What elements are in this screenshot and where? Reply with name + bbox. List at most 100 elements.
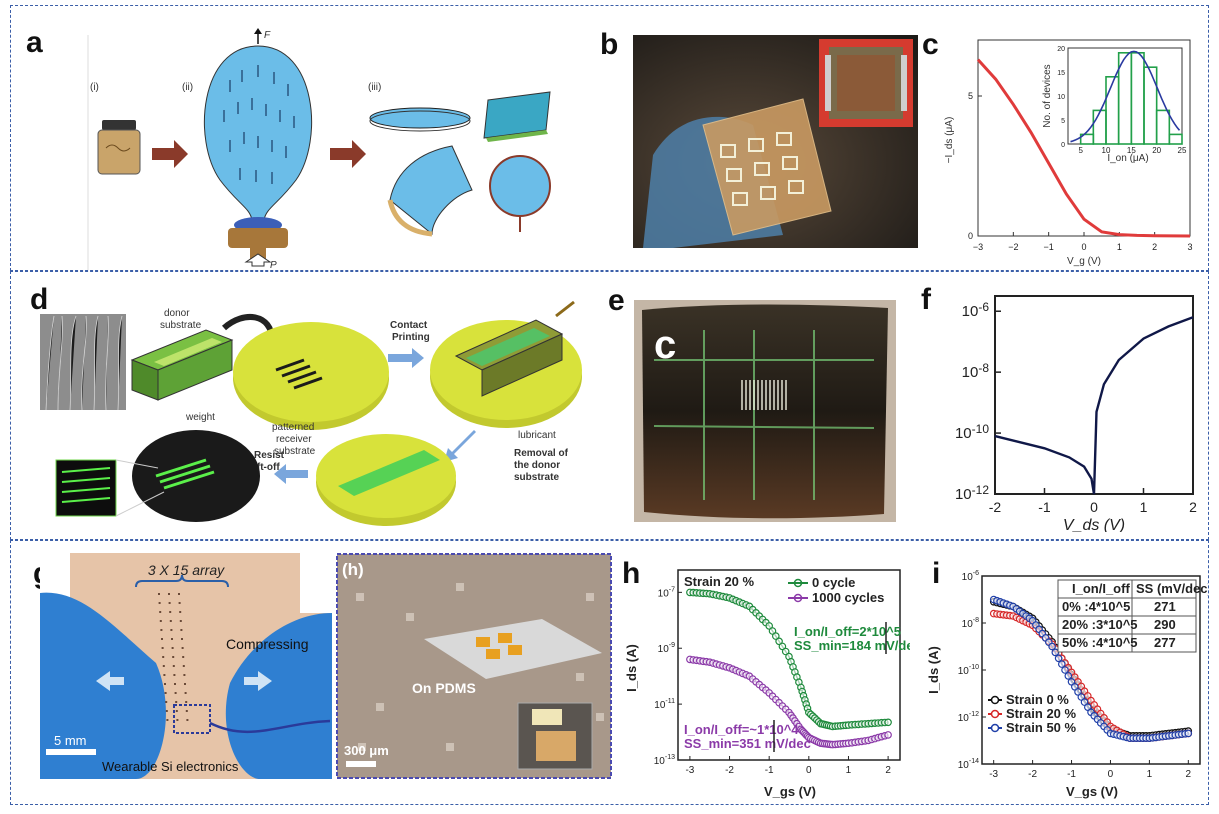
- electrode-dot: [186, 719, 189, 721]
- electrode-dot: [161, 647, 164, 649]
- panel-i-xtick: 1: [1147, 769, 1153, 780]
- caption-g: Wearable Si electronics: [102, 759, 239, 774]
- panel-i-xtick: -1: [1067, 769, 1076, 780]
- panel-h-point: [781, 647, 790, 656]
- panel-i-xtick: 0: [1108, 769, 1114, 780]
- film-disc-icon: [369, 107, 471, 132]
- electrode-dot: [175, 710, 178, 712]
- panel-f-xtick: 2: [1189, 499, 1197, 515]
- inset-ytick: 0: [1061, 142, 1065, 149]
- electrode-dot: [170, 629, 173, 631]
- electrode-dot: [166, 719, 169, 721]
- electrode-dot: [178, 593, 180, 595]
- electrode-dot: [162, 665, 165, 667]
- label-removal: Removal of: [514, 448, 569, 459]
- table-row-0-ss: 271: [1154, 599, 1176, 614]
- panel-f-xtick: -1: [1038, 499, 1051, 515]
- arrow-icon-1: [152, 140, 188, 168]
- panel-i-ylabel: I_ds (A): [926, 646, 941, 694]
- panel-c-inset-xlabel: I_on (μA): [1107, 153, 1148, 164]
- electrode-dot: [179, 620, 182, 622]
- panel-c-xtick: 2: [1152, 242, 1157, 252]
- panel-a-schematic: (i) (ii) (iii) F P: [87, 28, 551, 270]
- inset-xtick: 25: [1178, 146, 1187, 155]
- arrow-icon-resist: [274, 464, 308, 484]
- zoom-box: [173, 704, 211, 734]
- table-row-2-ratio: 50% :4*10^5: [1062, 635, 1138, 650]
- electrode-dot: [172, 665, 175, 667]
- panel-i-point: [1048, 642, 1056, 651]
- zoom-arrow-icon: [209, 719, 331, 734]
- panel-e-photo: c: [634, 300, 896, 522]
- panel-h-ytick: 10-7: [658, 586, 675, 599]
- panel-h-letter: h: [622, 557, 641, 590]
- panel-i-ytick: 10-8: [962, 617, 979, 630]
- electrode-dot: [161, 638, 163, 640]
- panel-h-ytick: 10-11: [654, 698, 675, 711]
- photo-h-text: On PDMS: [412, 680, 476, 696]
- step-label-i: (i): [90, 82, 99, 93]
- inset-gaussian-fit: [1070, 50, 1181, 143]
- panel-i-point: [1074, 688, 1082, 696]
- inset-histogram-bar: [1155, 109, 1171, 145]
- panel-c-xtick: −2: [1008, 242, 1018, 252]
- panel-c-xtick: 0: [1081, 242, 1086, 252]
- panel-b-photo: [633, 35, 918, 248]
- electrode-dot: [185, 710, 188, 712]
- electrode-dot: [174, 683, 176, 685]
- electrode-dot: [171, 647, 174, 649]
- electrode-dot: [174, 692, 177, 694]
- panel-h-xtick: 1: [846, 765, 852, 776]
- panel-i-ytick: 10-12: [958, 711, 979, 724]
- electrode-dot: [159, 611, 162, 613]
- label-patterned: patterned: [272, 422, 314, 433]
- panel-f-xtick: 0: [1090, 499, 1098, 515]
- label-the-donor: the donor: [514, 460, 560, 471]
- electrode-dot: [184, 692, 187, 694]
- final-pattern-icon: [55, 430, 260, 522]
- panel-h-point: [778, 642, 787, 651]
- legend-1000-cycles: 1000 cycles: [812, 590, 884, 605]
- donor-substrate-icon: [130, 329, 234, 401]
- panel-c-xtick: 1: [1117, 242, 1122, 252]
- electrode-dot: [168, 593, 170, 595]
- annotation-1000-ratio: I_on/I_off=~1*10^4: [684, 722, 799, 737]
- panel-i-xtick: 2: [1186, 769, 1192, 780]
- panel-h-point: [884, 718, 892, 727]
- panel-f-xtick: -2: [989, 499, 1002, 515]
- label-receiver: receiver: [276, 434, 312, 445]
- panel-i-ytick: 10-6: [962, 570, 979, 583]
- electrode-dot: [173, 674, 176, 676]
- annotation-0-cycle-ratio: I_on/I_off=2*10^5: [794, 624, 901, 639]
- jar-icon: [97, 120, 141, 175]
- arrow-icon-contact: [388, 348, 424, 368]
- inset-xtick: 5: [1078, 146, 1083, 155]
- panel-h-point: [772, 632, 780, 640]
- panel-h-ytick: 10-9: [658, 642, 675, 655]
- electrode-dot: [182, 656, 185, 658]
- panel-f-iv-curve: [994, 316, 1194, 495]
- arrow-icon-2: [330, 140, 366, 168]
- electrode-dot: [181, 647, 184, 649]
- electrode-dot: [158, 602, 161, 604]
- panel-i-point: [1184, 729, 1193, 738]
- flexible-substrate-icon: [642, 304, 888, 519]
- label-liftoff: Lift-off: [248, 462, 280, 473]
- panel-i-point: [1080, 698, 1089, 706]
- electrode-dot: [179, 611, 182, 613]
- step-label-ii: (ii): [182, 82, 193, 93]
- film-sheet-icon: [483, 91, 551, 142]
- table-row-1-ss: 290: [1154, 617, 1176, 632]
- panel-h-photo: (h) On PDMS 300 μm: [336, 553, 612, 779]
- device-square: [358, 743, 366, 751]
- device-square: [356, 593, 364, 601]
- device-array-icon: [720, 132, 804, 206]
- panel-c-letter: c: [922, 28, 939, 61]
- scale-bar-h: [346, 761, 376, 767]
- step-label-iii: (iii): [368, 82, 381, 93]
- panel-c-chart: −3 −2 −1 0 1 2 3 0 5 10 15 V_g (V) −I_ds (μA) 5 10 1…: [944, 39, 1193, 267]
- array-brace-icon: [135, 574, 229, 588]
- panel-i-xlabel: V_gs (V): [1066, 784, 1118, 799]
- electrode-dot: [171, 638, 173, 640]
